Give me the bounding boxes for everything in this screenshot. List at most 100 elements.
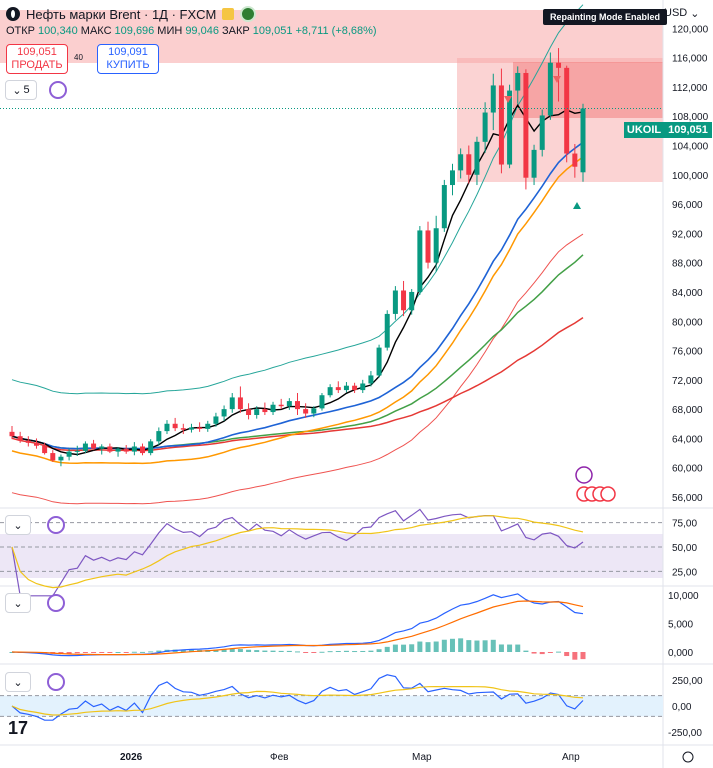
repaint-banner: Repainting Mode Enabled [543,9,668,25]
candle-body [311,408,317,414]
rsi-refresh-icon[interactable] [47,516,65,534]
macd-histogram-bar [278,650,284,652]
spread-value: 40 [74,53,83,62]
macd-histogram-bar [237,649,243,652]
time-axis-label: Мар [412,752,432,763]
cci-ma-line [11,685,584,716]
candle-body [237,397,243,410]
candle-body [197,427,203,429]
refresh-icon[interactable] [49,81,67,99]
macd-histogram-bar [523,650,529,652]
price-axis-label: 108,000 [672,112,709,123]
chevron-down-icon: ⌄ [13,597,23,610]
ma-slow-line [11,316,584,452]
macd-histogram-bar [547,652,553,653]
open-value: 100,340 [38,25,78,37]
candle-body [180,428,186,430]
macd-histogram-bar [156,650,162,652]
supply-zone-inner [513,62,663,118]
currency-label: USD [664,7,688,19]
macd-histogram-bar [360,650,366,652]
time-axis-label: 2026 [120,752,143,763]
macd-histogram-bar [148,651,154,653]
candle-body [33,442,39,446]
sell-price: 109,051 [17,46,57,58]
tradingview-logo-icon[interactable]: 17 [8,718,29,738]
candle-body [572,153,578,167]
macd-histogram-bar [572,652,578,660]
cci-axis-label: 0,00 [672,702,692,713]
candle-body [229,397,235,410]
visibility-eye-icon[interactable] [240,6,257,22]
symbol-tag-label: UKOIL [626,124,662,136]
macd-histogram-bar [466,640,472,652]
candle-body [295,401,300,410]
price-axis-label: 56,000 [672,493,703,504]
macd-histogram-bar [376,649,382,652]
macd-histogram-bar [254,650,260,652]
candle-body [539,115,545,150]
macd-histogram-bar [213,649,219,652]
candle-body [368,375,374,384]
macd-histogram-bar [319,651,325,653]
candle-body [99,446,105,449]
candle-body [507,90,513,165]
candle-body [466,154,472,175]
candle-body [131,446,137,452]
candle-body [148,441,154,454]
macd-histogram-bar [327,651,333,653]
rsi-band-fill [0,534,663,578]
candle-body [564,67,570,154]
symbol-title[interactable]: Нефть марки Brent · 1Д · FXCM [26,6,217,22]
chevron-down-icon: ⌄ [13,676,23,689]
change-value: +8,711 (+8,68%) [295,25,377,37]
indicators-toggle[interactable]: ⌄ 5 [5,80,37,100]
symbol-header: Нефть марки Brent · 1Д · FXCM [6,5,257,23]
cci-axis-label: 250,00 [672,676,703,687]
candle-body [115,448,121,452]
rsi-pane-toggle[interactable]: ⌄ [5,515,31,535]
macd-histogram-bar [262,650,268,652]
macd-histogram-bar [270,650,276,652]
macd-histogram-bar [311,652,317,653]
macd-histogram-bar [74,652,80,654]
macd-refresh-icon[interactable] [47,594,65,612]
macd-histogram-bar [82,652,88,653]
candle-body [221,409,227,417]
macd-histogram-bar [564,652,570,657]
candle-body [515,72,521,91]
candle-body [352,385,358,391]
sell-button[interactable]: 109,051 ПРОДАТЬ [6,44,68,74]
flag-icon[interactable] [222,8,235,20]
price-axis-label: 84,000 [672,288,703,299]
macd-histogram-bar [498,644,504,652]
buy-price: 109,091 [108,46,148,58]
cci-axis-label: -250,00 [668,728,702,739]
cci-refresh-icon[interactable] [47,673,65,691]
cci-pane-toggle[interactable]: ⌄ [5,672,31,692]
macd-histogram-bar [221,649,227,652]
last-price-tag: 109,051 [664,122,712,138]
candle-body [140,446,146,454]
price-axis-label: 80,000 [672,317,703,328]
price-axis-label: 68,000 [672,405,703,416]
price-axis-label: 116,000 [672,54,708,65]
buy-signal-icon [573,202,581,209]
macd-histogram-bar [449,638,455,652]
currency-selector[interactable]: USD ⌄ [664,4,706,22]
candle-body [188,427,194,430]
macd-histogram-bar [66,652,72,654]
ohlc-legend: ОТКР 100,340 МАКС 109,696 МИН 99,046 ЗАКР 10… [6,25,377,37]
macd-histogram-bar [303,652,309,653]
price-axis-label: 72,000 [672,376,703,387]
macd-pane-toggle[interactable]: ⌄ [5,593,31,613]
macd-histogram-bar [458,638,464,652]
candle-body [17,436,23,441]
macd-histogram-bar [91,652,97,653]
candle-body [335,387,341,391]
macd-histogram-bar [58,652,64,654]
buy-button[interactable]: 109,091 КУПИТЬ [97,44,159,74]
macd-histogram-bar [107,652,113,653]
candle-body [580,108,586,173]
